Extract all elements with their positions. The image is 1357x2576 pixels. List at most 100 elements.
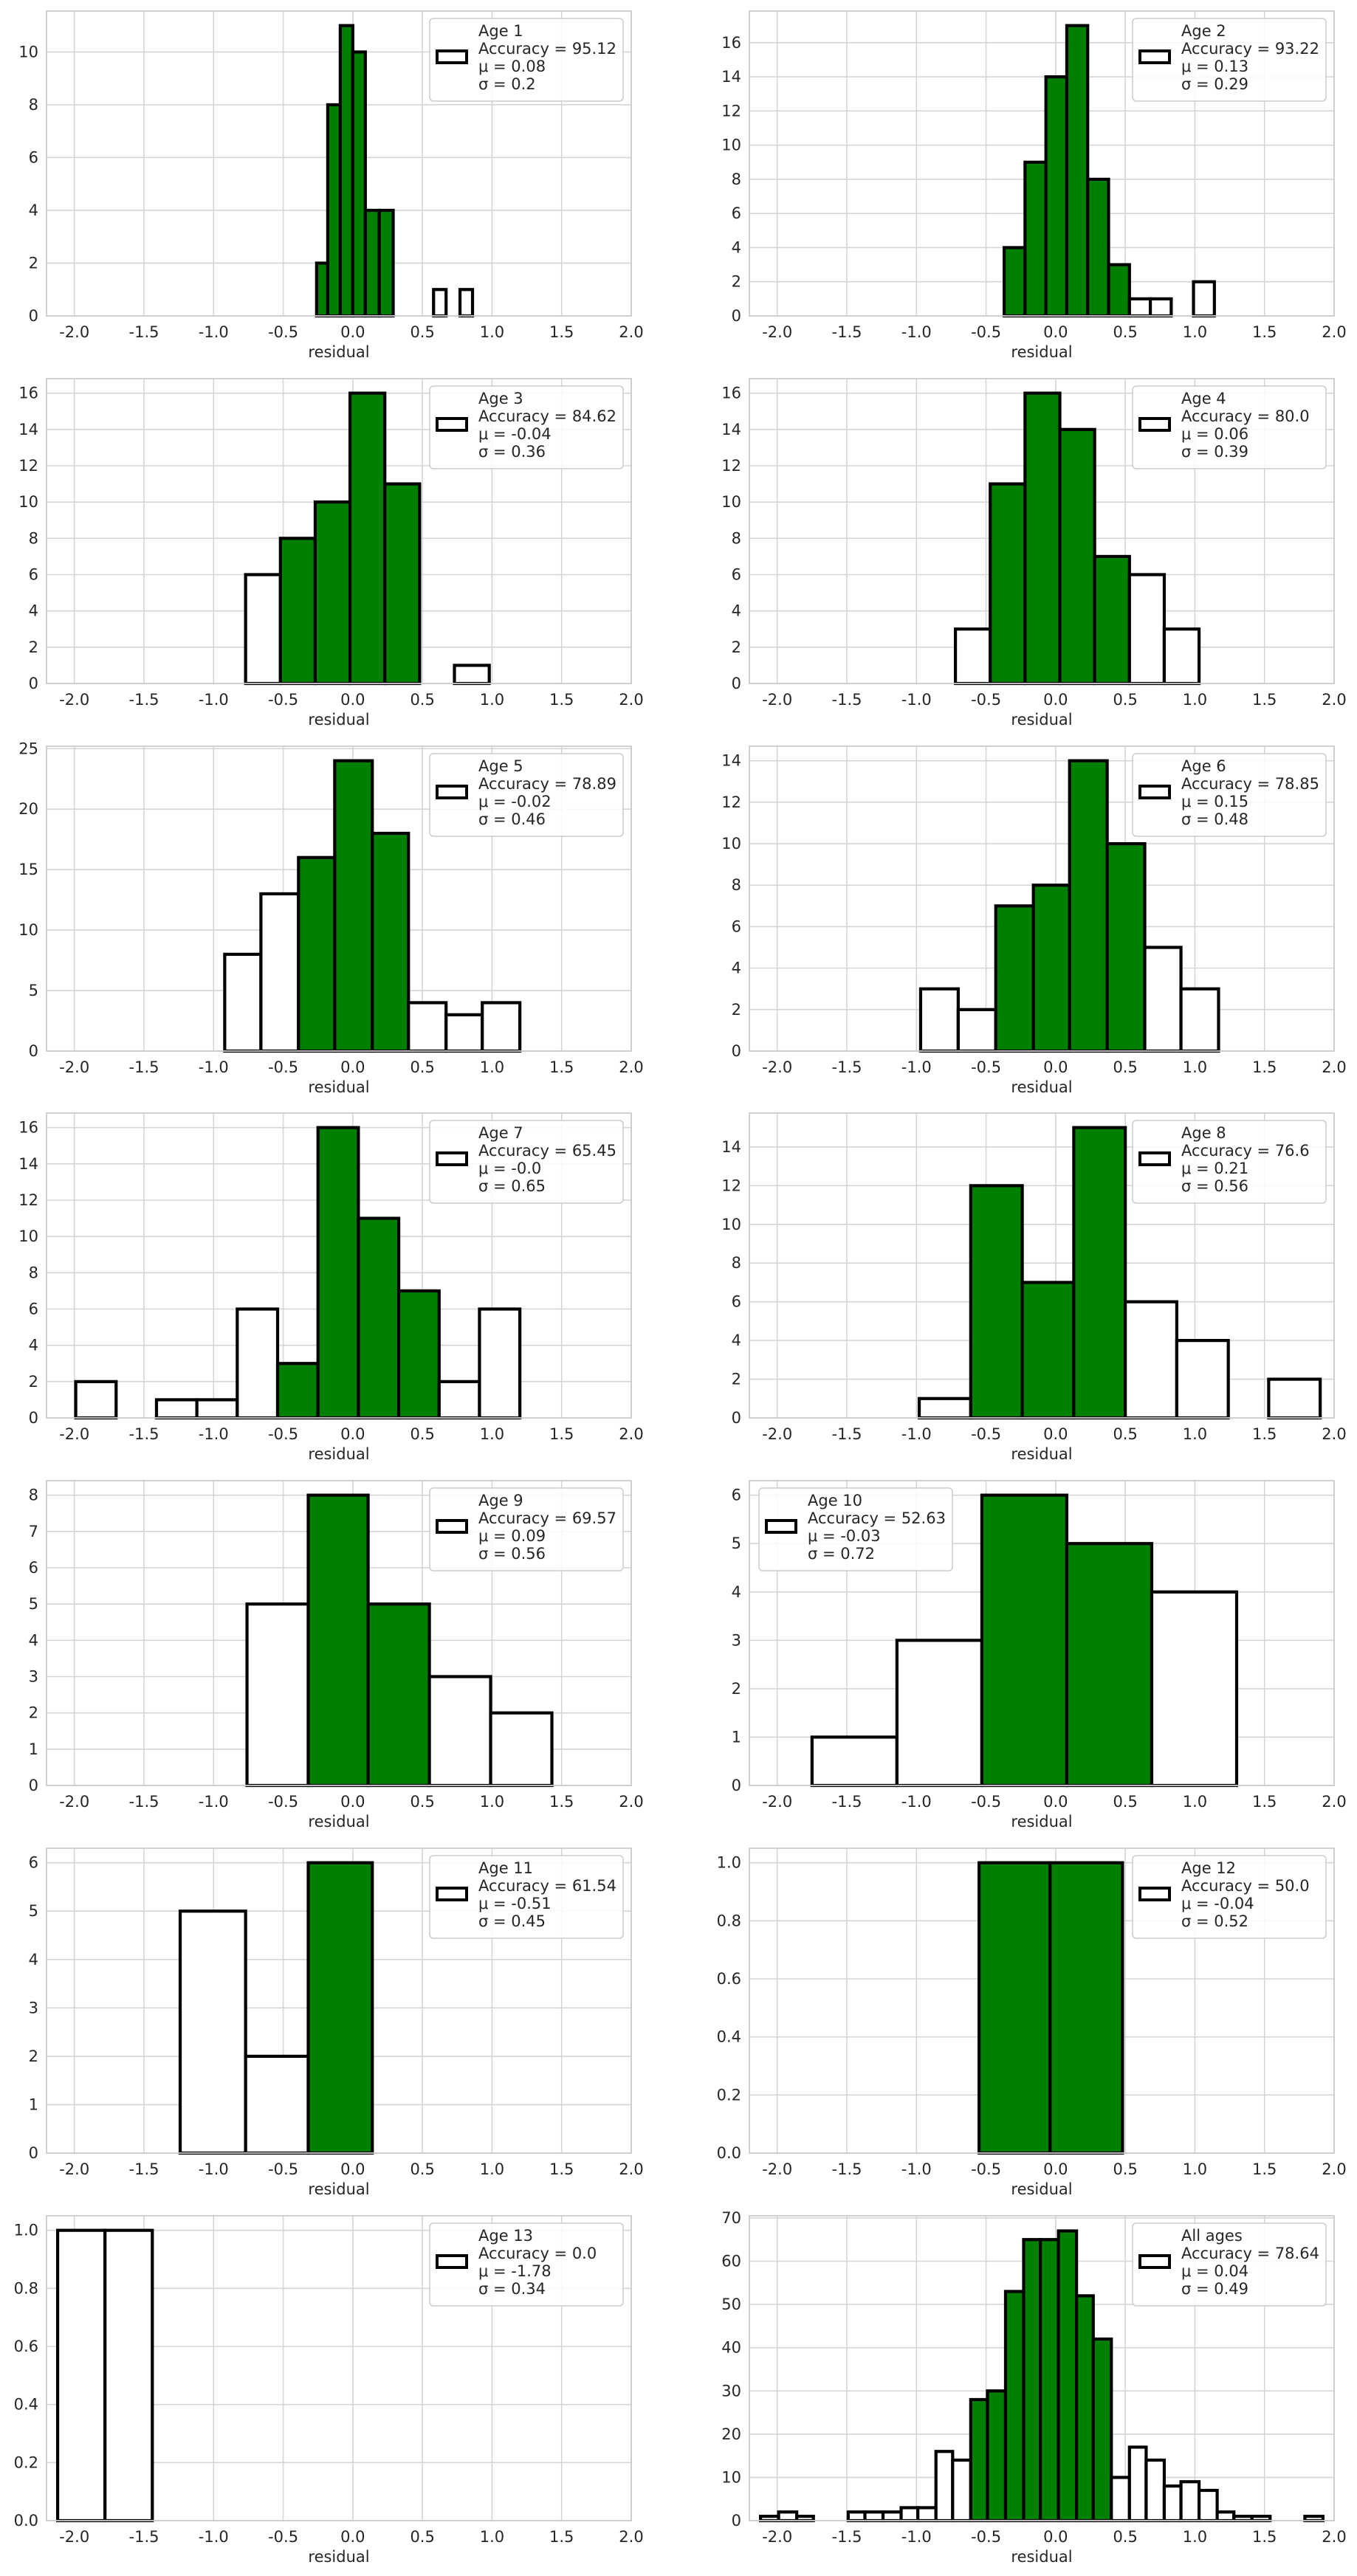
- x-tick-label: -0.5: [971, 2160, 1001, 2178]
- y-tick-label: 12: [18, 1191, 38, 1209]
- y-tick-label: 0.2: [717, 2086, 741, 2104]
- legend-entry-line: Accuracy = 84.62: [478, 407, 616, 425]
- x-tick-label: -1.0: [901, 1058, 932, 1076]
- y-tick-label: 14: [18, 1155, 38, 1173]
- y-tick-label: 3: [732, 1631, 741, 1649]
- x-axis-label: residual: [1011, 1078, 1072, 1096]
- x-tick-label: -0.5: [268, 691, 298, 709]
- axes-frame: [46, 10, 632, 317]
- legend-box: [429, 18, 624, 102]
- legend-entry-line: μ = 0.08: [478, 58, 546, 75]
- y-tick-label: 0.8: [14, 2279, 38, 2297]
- axes-frame: [749, 745, 1335, 1052]
- histogram-bar-in-range: [1058, 427, 1096, 686]
- y-tick-label: 2: [732, 1001, 741, 1019]
- legend-entry-line: μ = 0.15: [1181, 793, 1248, 810]
- y-tick-label: 16: [18, 1119, 38, 1137]
- x-tick-label: -1.0: [901, 2160, 932, 2178]
- x-tick-label: -0.5: [268, 1793, 298, 1811]
- histogram-bar-out-of-range: [437, 1380, 481, 1420]
- histogram-bar-in-range: [1107, 263, 1131, 318]
- legend-entry-line: Accuracy = 95.12: [478, 40, 616, 58]
- x-tick-label: 2.0: [619, 2528, 643, 2546]
- legend-entry-line: Accuracy = 0.0: [478, 2245, 597, 2262]
- histogram-bar-out-of-range: [1197, 2488, 1219, 2523]
- histogram-bar-out-of-range: [1124, 1300, 1179, 1420]
- y-tick-label: 0: [29, 1409, 38, 1427]
- x-tick-label: -1.5: [129, 691, 159, 709]
- x-tick-label: 1.5: [549, 2528, 574, 2546]
- y-tick-label: 10: [18, 1227, 38, 1245]
- y-tick-label: 0.6: [14, 2338, 38, 2355]
- histogram-bar-out-of-range: [1144, 2458, 1167, 2523]
- histogram-bar-out-of-range: [432, 288, 448, 318]
- y-tick-label: 12: [721, 102, 741, 120]
- histogram-bar-in-range: [1023, 391, 1062, 686]
- histogram-bar-in-range: [326, 103, 342, 318]
- x-tick-label: -0.5: [971, 1793, 1001, 1811]
- legend-entry-line: Age 13: [478, 2227, 533, 2245]
- legend-entry-line: All ages: [1181, 2227, 1243, 2245]
- x-tick-label: -2.0: [59, 2160, 89, 2178]
- y-tick-label: 14: [18, 421, 38, 438]
- histogram-bar-in-range: [1072, 1126, 1127, 1420]
- x-tick-label: 0.5: [1113, 1793, 1137, 1811]
- histogram-bar-in-range: [1091, 2337, 1113, 2523]
- y-tick-label: 2: [732, 1371, 741, 1388]
- x-tick-label: 2.0: [1322, 1058, 1346, 1076]
- x-axis-label: residual: [1011, 2548, 1072, 2566]
- x-tick-label: 0.5: [410, 2528, 434, 2546]
- legend-swatch: [1138, 785, 1171, 799]
- legend-entry-line: Accuracy = 50.0: [1181, 1877, 1310, 1895]
- legend-entry-line: Accuracy = 78.85: [1181, 775, 1319, 793]
- y-tick-label: 10: [18, 493, 38, 511]
- y-tick-label: 2: [29, 1704, 38, 1722]
- histogram-bar-out-of-range: [956, 1008, 997, 1053]
- x-tick-label: -1.5: [129, 1793, 159, 1811]
- legend-entry-line: Accuracy = 61.54: [478, 1877, 616, 1895]
- histogram-bar-out-of-range: [1175, 1339, 1230, 1420]
- x-tick-label: -2.0: [59, 1793, 89, 1811]
- x-tick-label: -0.5: [268, 1425, 298, 1443]
- y-tick-label: 5: [29, 1595, 38, 1613]
- y-tick-label: 50: [721, 2296, 741, 2313]
- y-tick-label: 14: [721, 421, 741, 438]
- subplot-9: -2.0 -1.5 -1.0 -0.5 0.0 0.5 1.0 1.5 2.0 0 1 2 3 4 5 6 7 8…: [29, 1480, 644, 1831]
- y-tick-label: 8: [732, 1254, 741, 1272]
- x-tick-label: 0.0: [1043, 1058, 1068, 1076]
- histogram-bar-out-of-range: [478, 1307, 522, 1420]
- x-tick-label: 0.5: [410, 2160, 434, 2178]
- x-tick-label: 0.0: [340, 1793, 365, 1811]
- legend-swatch: [436, 1887, 468, 1901]
- x-tick-label: 0.5: [410, 1058, 434, 1076]
- y-tick-label: 4: [732, 602, 741, 620]
- histogram-bar-out-of-range: [407, 1001, 448, 1053]
- x-tick-label: 1.5: [549, 1425, 574, 1443]
- x-tick-label: 1.5: [1252, 1058, 1277, 1076]
- y-tick-label: 1.0: [717, 1854, 741, 1872]
- histogram-bar-in-range: [1020, 1281, 1076, 1420]
- histogram-bar-in-range: [371, 831, 410, 1053]
- y-tick-label: 3: [29, 1999, 38, 2017]
- histogram-bar-in-range: [316, 1126, 360, 1420]
- legend-entry-line: Age 9: [478, 1492, 523, 1509]
- y-tick-label: 20: [721, 2425, 741, 2443]
- subplot-7: -2.0 -1.5 -1.0 -0.5 0.0 0.5 1.0 1.5 2.0 0 2 4 6 8 10 12…: [18, 1112, 644, 1463]
- y-tick-label: 14: [721, 1138, 741, 1156]
- y-tick-label: 2: [29, 638, 38, 656]
- histogram-bar-out-of-range: [178, 1909, 247, 2155]
- histogram-bar-in-range: [969, 2397, 989, 2523]
- legend-entry-line: Age 8: [1181, 1124, 1226, 1142]
- y-tick-label: 1: [732, 1728, 741, 1746]
- x-tick-label: -1.0: [199, 2160, 229, 2178]
- histogram-bar-in-range: [1075, 2294, 1095, 2523]
- subplot-12: -2.0 -1.5 -1.0 -0.5 0.0 0.5 1.0 1.5 2.0 0.0 0.2 0.4…: [717, 1847, 1347, 2198]
- y-tick-label: 14: [721, 752, 741, 770]
- histogram-bar-in-range: [1002, 246, 1027, 318]
- histogram-bar-in-range: [1065, 1542, 1154, 1788]
